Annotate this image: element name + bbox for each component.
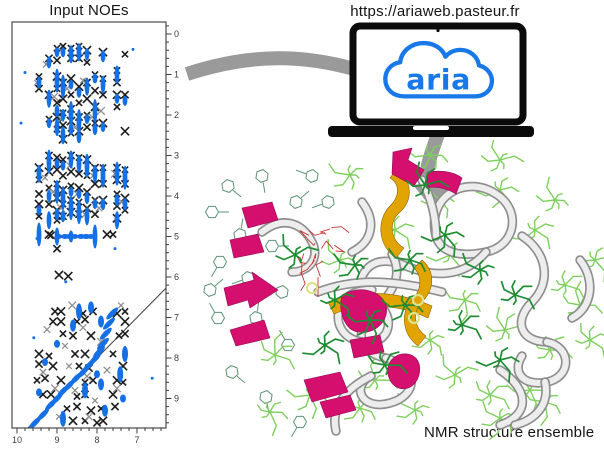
laptop-base (328, 126, 534, 137)
webcam-icon (436, 28, 440, 33)
svg-text:3: 3 (174, 151, 179, 161)
axes: 0 1 2 3 4 5 6 7 8 9 10 9 8 7 (12, 25, 179, 445)
input-noes-title: Input NOEs (49, 2, 129, 19)
svg-text:10: 10 (12, 435, 22, 445)
noe-peaks-diagonal (29, 307, 119, 428)
svg-text:7: 7 (174, 313, 179, 323)
noe-peaks-row (56, 234, 94, 239)
sidechain-lines-dark-green (275, 161, 535, 383)
aria-cloud-logo: aria (383, 40, 495, 99)
cloud-icon (383, 40, 495, 99)
sidechain-lines-light-green (257, 140, 604, 440)
noe-peaks-dots (19, 47, 154, 380)
svg-text:4: 4 (174, 191, 179, 201)
svg-text:0: 0 (174, 29, 179, 39)
svg-text:7: 7 (134, 435, 139, 445)
laptop: aria (328, 22, 534, 137)
nmr-structure-ensemble (203, 140, 604, 440)
svg-text:8: 8 (174, 353, 179, 363)
helix-ribbons-pink (223, 147, 463, 419)
sidechain-rings-pale-yellow (305, 281, 425, 325)
spectrum-data-layer (19, 42, 166, 428)
svg-text:1: 1 (174, 70, 179, 80)
svg-text:6: 6 (174, 272, 179, 282)
noe-peaks-vertical (36, 43, 128, 249)
noe-peaks-offdiagonal (36, 301, 128, 427)
ariaweb-url[interactable]: https://ariaweb.pasteur.fr (350, 3, 520, 20)
arrow-noes-to-server (184, 51, 356, 81)
svg-text:2: 2 (174, 110, 179, 120)
noe-spectrum-plot: 0 1 2 3 4 5 6 7 8 9 10 9 8 7 (11, 21, 179, 445)
laptop-notch (413, 126, 449, 130)
svg-text:8: 8 (94, 435, 99, 445)
svg-text:5: 5 (174, 232, 179, 242)
svg-text:9: 9 (174, 394, 179, 404)
aria-logo-text: aria (406, 64, 471, 97)
svg-text:9: 9 (54, 435, 59, 445)
nmr-ensemble-caption: NMR structure ensemble (424, 424, 595, 441)
